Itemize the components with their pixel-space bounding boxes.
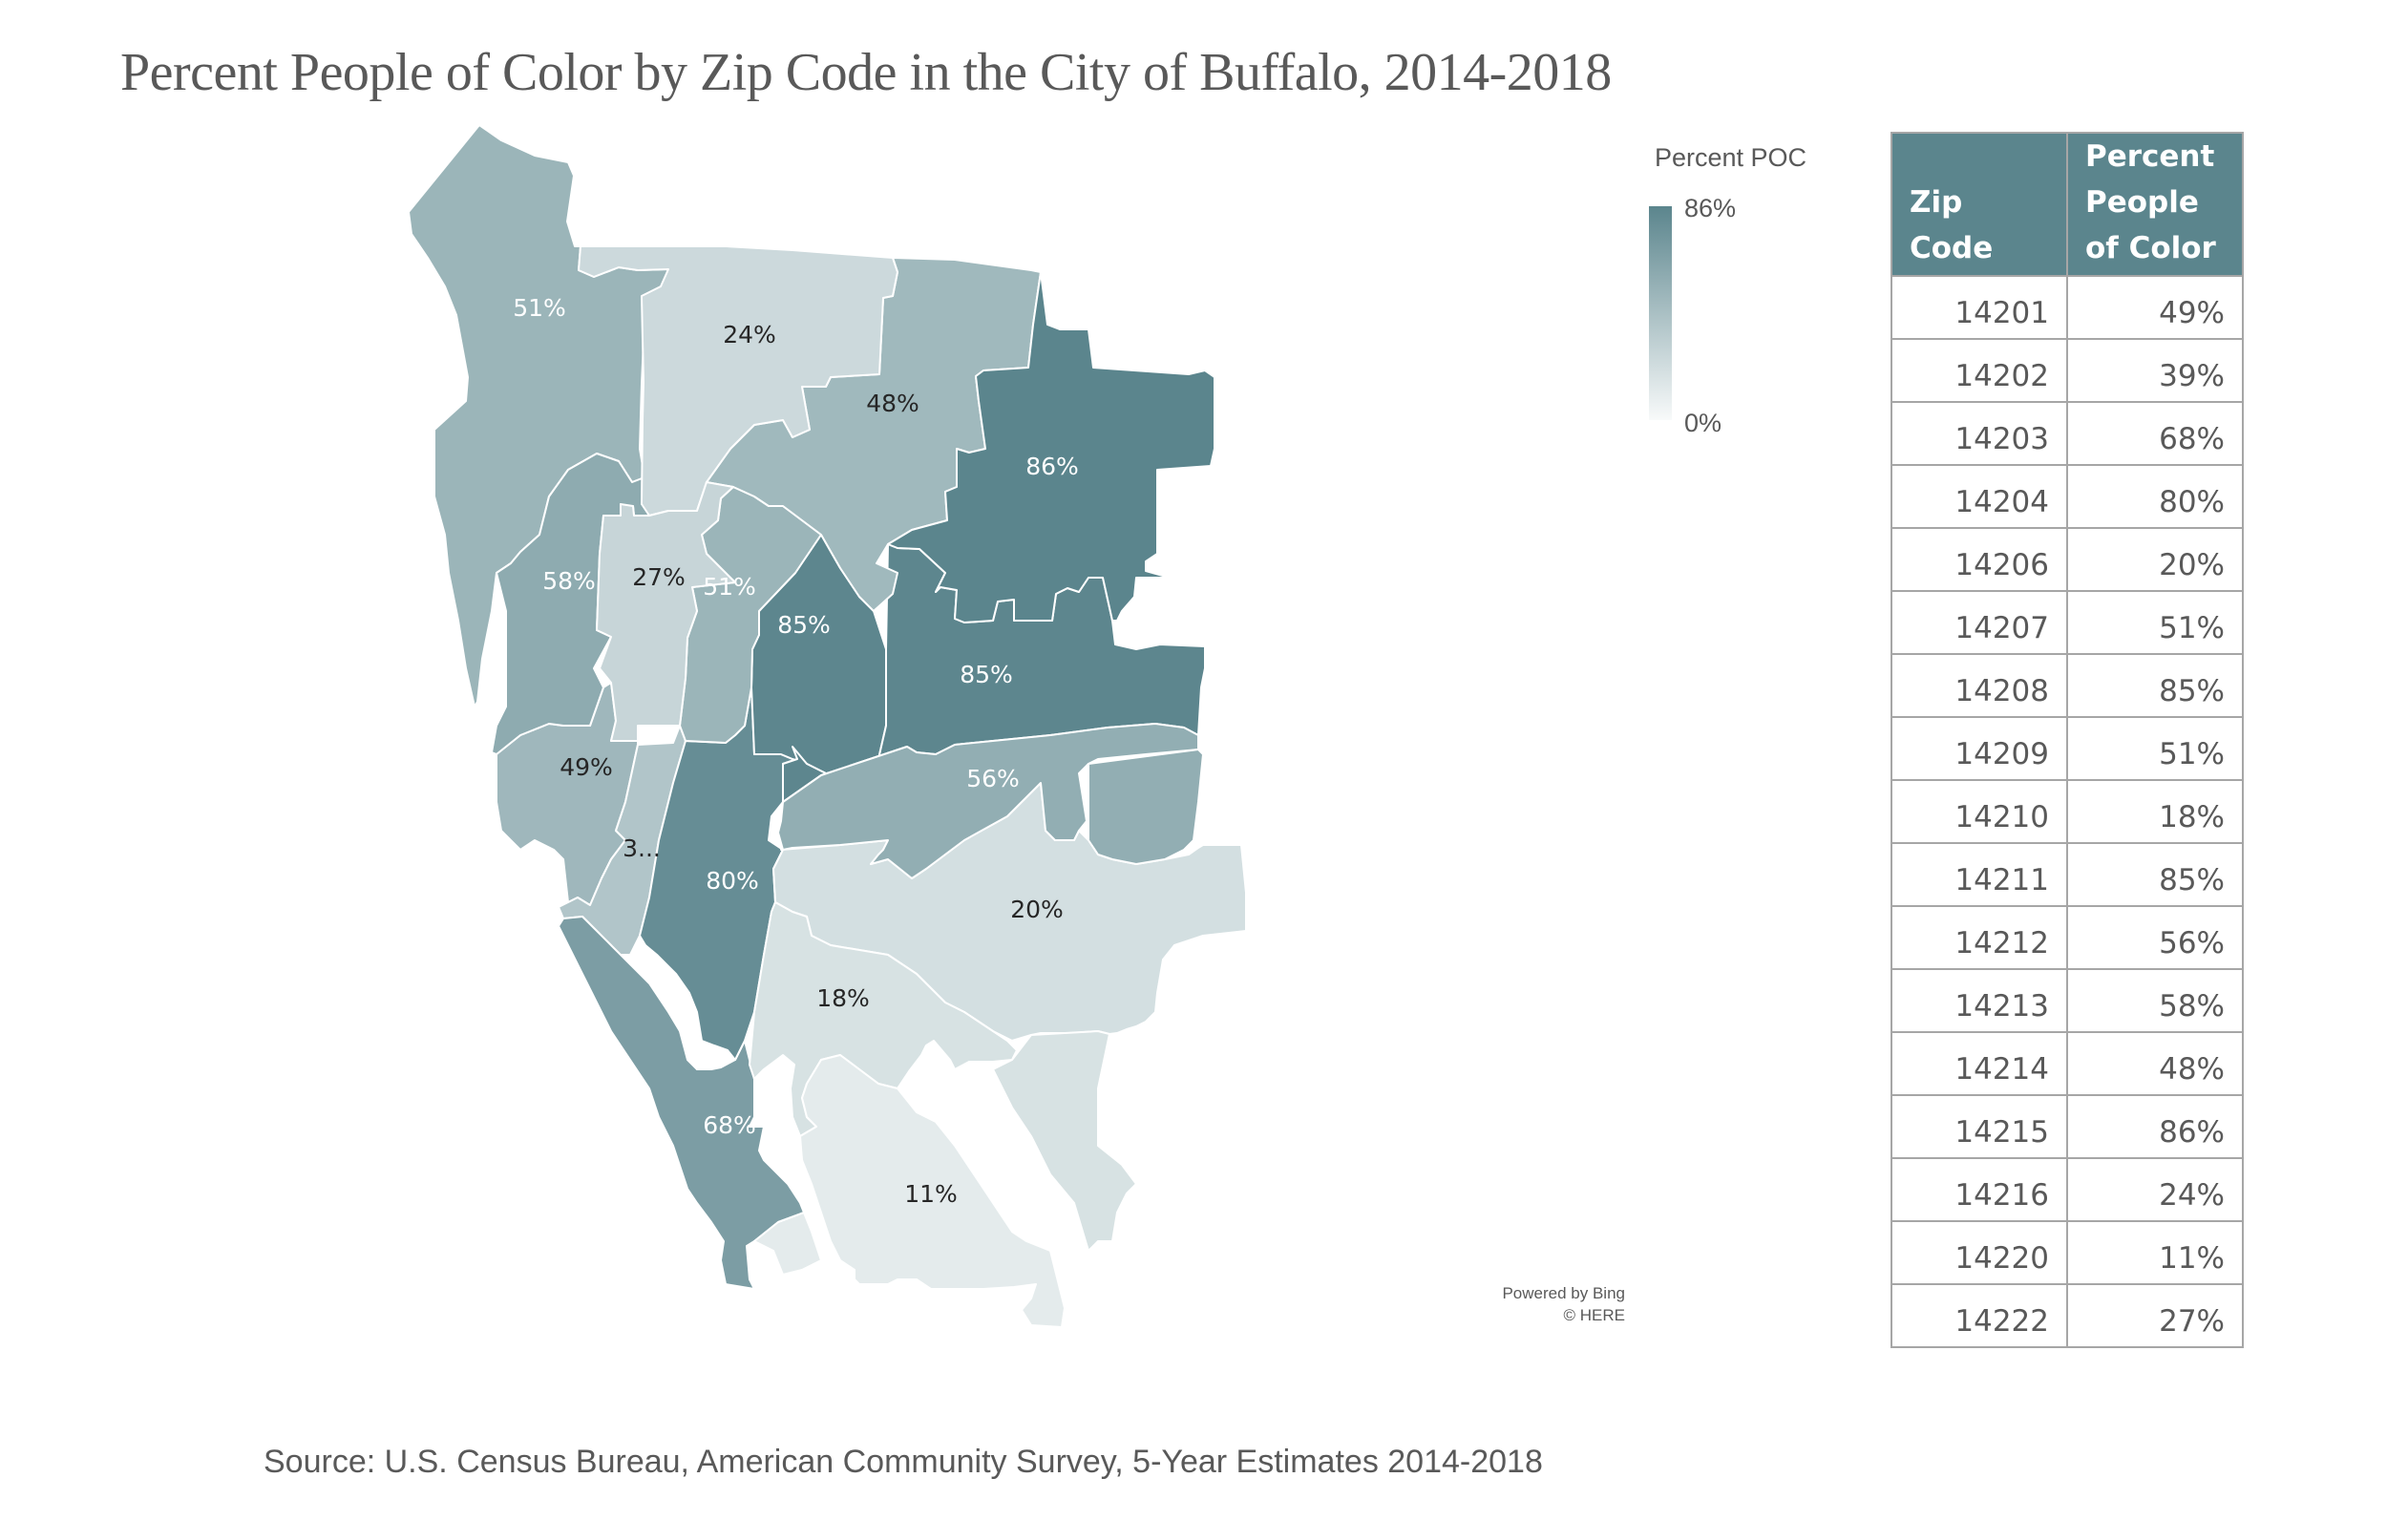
table-row: 14215 86% [1890,1094,2244,1159]
zip-cell: 14211 [1890,842,2068,907]
region-label-14211: 85% [960,661,1013,688]
zip-code-map: 51% 24% 48% 86% 58% 27% 51% 85% 85% 49% 56% 3... 80%… [408,124,1247,1328]
region-label-14214: 48% [866,390,919,417]
table-body: 14201 49% 14202 39% 14203 68% 14204 80% 14206 20%… [1890,275,2244,1348]
map-attribution: Powered by Bing © HERE [1432,1282,1625,1326]
region-label-14207: 51% [513,294,566,322]
region-label-14204: 80% [706,867,759,895]
percent-cell: 39% [2066,338,2244,403]
region-label-14212: 56% [966,765,1020,792]
percent-cell: 85% [2066,653,2244,718]
column-header-zip: Zip Code [1890,132,2068,277]
percent-cell: 58% [2066,968,2244,1033]
zip-cell: 14201 [1890,275,2068,340]
table-row: 14206 20% [1890,527,2244,592]
zip-cell: 14215 [1890,1094,2068,1159]
table-row: 14222 27% [1890,1283,2244,1348]
percent-cell: 20% [2066,527,2244,592]
zip-region-14222[interactable] [596,481,736,742]
percent-cell: 56% [2066,905,2244,970]
percent-cell: 85% [2066,842,2244,907]
table-row: 14213 58% [1890,968,2244,1033]
zip-region-14212[interactable] [777,723,1199,879]
page-title: Percent People of Color by Zip Code in t… [120,43,1612,102]
zip-region-14220[interactable] [799,1054,1066,1328]
source-note: Source: U.S. Census Bureau, American Com… [264,1444,1543,1480]
zip-cell: 14209 [1890,716,2068,781]
zip-region-14210[interactable] [749,901,1018,1137]
legend-gradient-bar [1649,206,1672,420]
table-row: 14220 11% [1890,1220,2244,1285]
zip-cell: 14210 [1890,779,2068,844]
region-label-14209: 51% [703,573,756,601]
percent-cell: 68% [2066,401,2244,466]
zip-cell: 14203 [1890,401,2068,466]
zip-cell: 14206 [1890,527,2068,592]
legend-title: Percent POC [1655,143,1807,172]
table-header-row: Zip Code Percent People of Color [1890,132,2244,277]
zip-cell: 14212 [1890,905,2068,970]
zip-region-14215[interactable] [887,271,1215,623]
percent-cell: 51% [2066,590,2244,655]
legend-min-label: 0% [1684,409,1722,437]
table-row: 14211 85% [1890,842,2244,907]
table-row: 14207 51% [1890,590,2244,655]
column-header-percent: Percent People of Color [2066,132,2244,277]
zip-cell: 14202 [1890,338,2068,403]
region-label-14215: 86% [1025,453,1079,480]
zip-cell: 14214 [1890,1031,2068,1096]
zip-cell: 14208 [1890,653,2068,718]
zip-cell: 14216 [1890,1157,2068,1222]
map-regions [408,124,1247,1328]
region-label-14201: 49% [560,753,613,781]
zip-region-14216[interactable] [578,245,898,517]
attribution-bing: Powered by Bing [1502,1284,1625,1302]
region-label-14216: 24% [723,321,776,348]
region-label-14206: 20% [1010,896,1064,923]
table-row: 14201 49% [1890,275,2244,340]
region-label-14210: 18% [816,984,870,1012]
table-row: 14203 68% [1890,401,2244,466]
percent-cell: 48% [2066,1031,2244,1096]
percent-cell: 51% [2066,716,2244,781]
zip-region-14220[interactable] [753,1212,822,1276]
percent-cell: 11% [2066,1220,2244,1285]
region-label-14222: 27% [632,563,686,591]
legend-max-label: 86% [1684,194,1737,222]
percent-cell: 86% [2066,1094,2244,1159]
zip-cell: 14222 [1890,1283,2068,1348]
region-label-14208: 85% [777,611,831,639]
zip-cell: 14204 [1890,464,2068,529]
table-row: 14209 51% [1890,716,2244,781]
percent-cell: 80% [2066,464,2244,529]
attribution-here: © HERE [1563,1306,1625,1324]
zip-cell: 14207 [1890,590,2068,655]
zip-region-14212[interactable] [1088,749,1204,865]
table-row: 14214 48% [1890,1031,2244,1096]
table-row: 14204 80% [1890,464,2244,529]
region-label-14202: 3... [623,834,661,862]
region-label-14213: 58% [542,567,596,595]
zip-cell: 14220 [1890,1220,2068,1285]
percent-cell: 27% [2066,1283,2244,1348]
map-labels: 51% 24% 48% 86% 58% 27% 51% 85% 85% 49% 56% 3... 80%… [513,294,1079,1208]
zip-region-14210[interactable] [992,1030,1137,1252]
zip-cell: 14213 [1890,968,2068,1033]
zip-code-table: Zip Code Percent People of Color 14201 49… [1890,132,2244,1348]
percent-cell: 18% [2066,779,2244,844]
region-label-14203: 68% [703,1111,756,1139]
table-row: 14212 56% [1890,905,2244,970]
percent-cell: 49% [2066,275,2244,340]
table-row: 14210 18% [1890,779,2244,844]
table-row: 14208 85% [1890,653,2244,718]
percent-cell: 24% [2066,1157,2244,1222]
table-row: 14202 39% [1890,338,2244,403]
zip-region-14203[interactable] [558,916,805,1290]
region-label-14220: 11% [904,1180,958,1208]
table-row: 14216 24% [1890,1157,2244,1222]
